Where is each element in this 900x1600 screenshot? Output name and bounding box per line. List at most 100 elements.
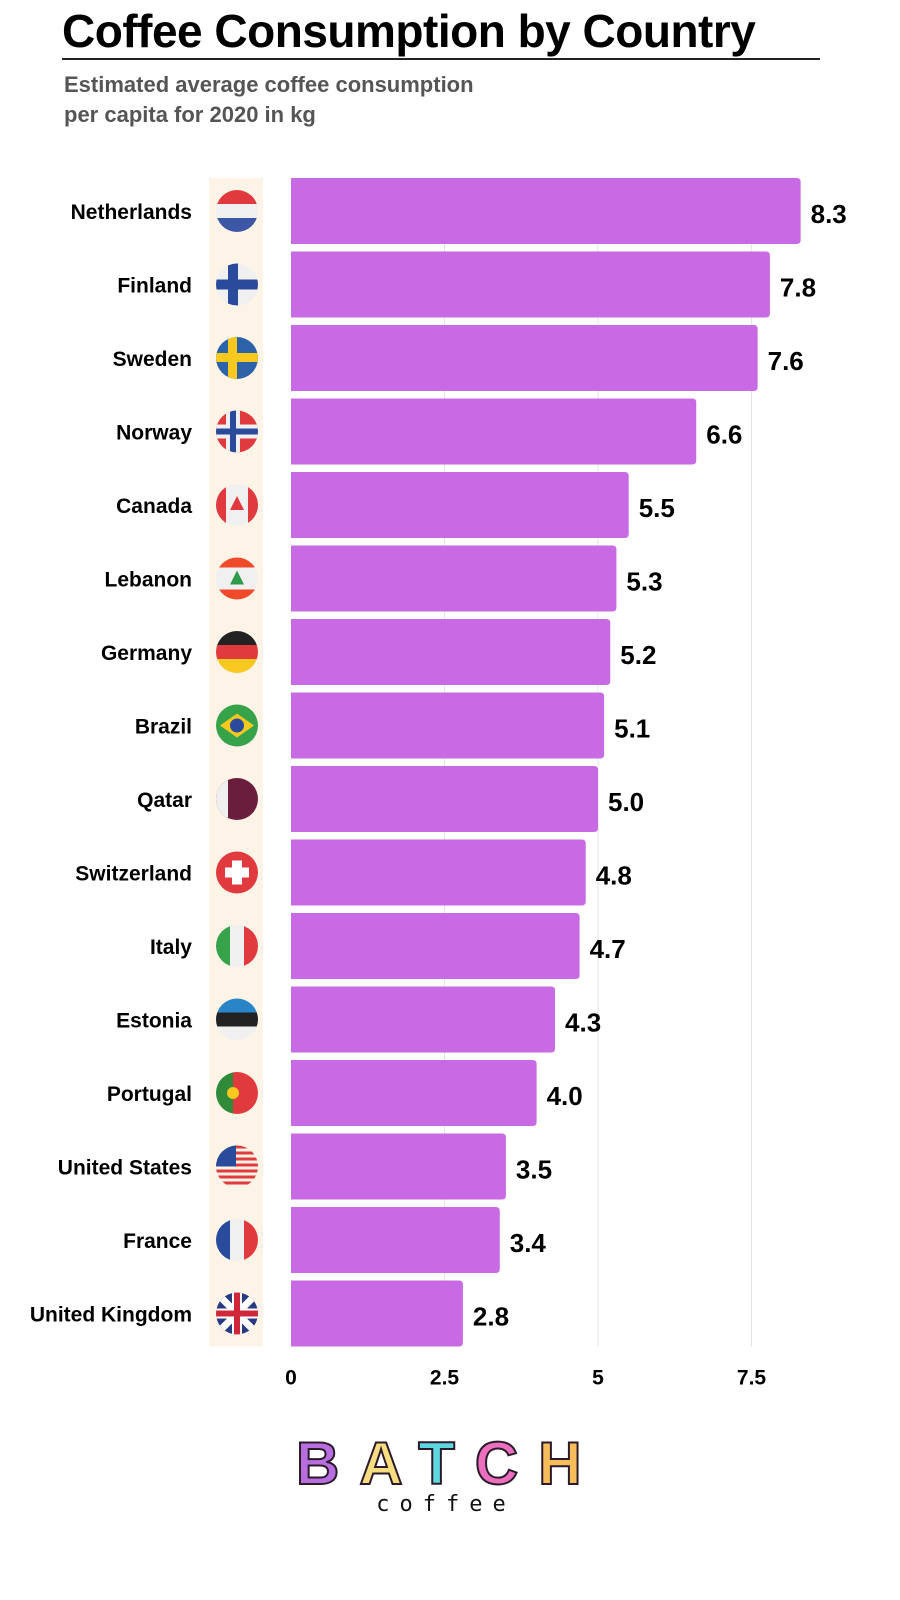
bar-row: 4.7 Italy — [150, 913, 626, 979]
bar — [291, 1133, 506, 1200]
flag-part — [216, 1157, 258, 1161]
bar — [291, 986, 556, 1053]
flag-body — [216, 1292, 258, 1335]
bar-row: 3.4 France — [123, 1207, 546, 1273]
bar-row: 8.3 Netherlands — [71, 178, 847, 244]
category-label: Switzerland — [75, 863, 192, 886]
flag-part — [216, 631, 258, 645]
category-label: Qatar — [137, 789, 192, 812]
flag-part — [230, 925, 244, 967]
bar-row: 7.8 Finland — [117, 251, 816, 318]
flag-body — [216, 1072, 258, 1114]
flag-part — [228, 263, 238, 306]
logo-letter: H — [537, 1430, 602, 1497]
flag-body — [216, 631, 258, 673]
value-label: 5.0 — [608, 787, 644, 817]
bar — [291, 913, 580, 979]
x-tick-label: 7.5 — [737, 1367, 767, 1390]
value-label: 6.6 — [706, 420, 742, 450]
flag-part — [230, 410, 236, 453]
value-label: 8.3 — [811, 199, 847, 229]
flag-part — [230, 1219, 244, 1261]
flag-part — [216, 1163, 258, 1167]
flag-part — [225, 867, 249, 878]
bar-row: 4.0 Portugal — [107, 1060, 583, 1126]
flag-body — [216, 778, 258, 820]
flag-part — [216, 925, 230, 967]
logo-letter: C — [474, 1430, 539, 1497]
flag-part — [216, 778, 228, 820]
bar — [291, 545, 617, 612]
flag-part — [216, 1169, 258, 1173]
bar-chart: 0 2.5 5 7.5 8.3 Netherlands 7.8 Finland 7.6 Swede… — [30, 178, 847, 1390]
flag-part — [234, 1292, 240, 1335]
qatar-flag-icon — [216, 778, 258, 820]
logo-letter: T — [417, 1430, 475, 1497]
category-label: Lebanon — [105, 569, 193, 592]
bar — [291, 325, 758, 391]
flag-body — [216, 925, 258, 967]
flag-part — [216, 1151, 258, 1155]
value-label: 7.8 — [780, 273, 816, 303]
category-label: Sweden — [113, 348, 192, 371]
cedar-tree — [230, 570, 244, 585]
bar-row: 5.2 Germany — [101, 619, 656, 685]
category-label: Germany — [101, 642, 192, 665]
flag-body — [216, 190, 258, 232]
category-label: Brazil — [135, 716, 192, 739]
flag-part — [216, 218, 258, 232]
bar-row: 4.8 Switzerland — [75, 839, 632, 906]
flag-part — [216, 659, 258, 673]
value-label: 3.5 — [516, 1155, 552, 1185]
flag-part — [216, 1175, 258, 1179]
bar — [291, 766, 598, 832]
flag-part — [216, 998, 258, 1013]
flag-body — [216, 998, 258, 1041]
flag-part — [216, 1026, 258, 1041]
flag-part — [248, 484, 258, 526]
germany-flag-icon — [216, 631, 258, 673]
value-label: 5.3 — [626, 567, 662, 597]
flag-body — [216, 263, 258, 306]
bar — [291, 178, 801, 244]
bar — [291, 398, 697, 465]
category-label: United States — [58, 1157, 192, 1180]
logo-subtext: coffee — [376, 1492, 516, 1517]
value-label: 4.8 — [596, 861, 632, 891]
value-label: 4.0 — [547, 1081, 583, 1111]
bar — [291, 472, 629, 538]
chart-subtitle: Estimated average coffee consumption per… — [64, 70, 474, 130]
estonia-flag-icon — [216, 998, 258, 1041]
value-label: 3.4 — [510, 1228, 547, 1258]
flag-part — [216, 204, 258, 218]
netherlands-flag-icon — [216, 190, 258, 232]
flag-body — [216, 484, 258, 526]
logo-letter: A — [358, 1430, 419, 1497]
flag-part — [216, 1145, 258, 1149]
x-tick-label: 0 — [285, 1367, 297, 1390]
flag-body — [216, 337, 258, 379]
serration — [228, 778, 234, 820]
bar-row: 3.5 United States — [58, 1133, 552, 1200]
category-label: Netherlands — [71, 201, 192, 224]
italy-flag-icon — [216, 925, 258, 967]
value-label: 7.6 — [768, 346, 804, 376]
category-label: Norway — [116, 422, 192, 445]
flag-part — [216, 1072, 233, 1114]
united-kingdom-flag-icon — [216, 1292, 258, 1335]
category-label: Finland — [117, 275, 192, 298]
bar-row: 5.0 Qatar — [137, 766, 644, 832]
brazil-flag-icon — [216, 704, 258, 747]
flag-part — [216, 557, 258, 568]
bar — [291, 1280, 463, 1347]
value-label: 5.1 — [614, 714, 650, 744]
value-label: 4.7 — [590, 934, 626, 964]
category-label: Canada — [116, 495, 192, 518]
bar-row: 7.6 Sweden — [113, 325, 804, 391]
chart-title: Coffee Consumption by Country — [62, 5, 756, 57]
bar-row: 5.5 Canada — [116, 472, 675, 538]
flag-part — [216, 589, 258, 600]
bar — [291, 839, 586, 906]
value-label: 5.5 — [639, 493, 675, 523]
switzerland-flag-icon — [216, 851, 258, 894]
